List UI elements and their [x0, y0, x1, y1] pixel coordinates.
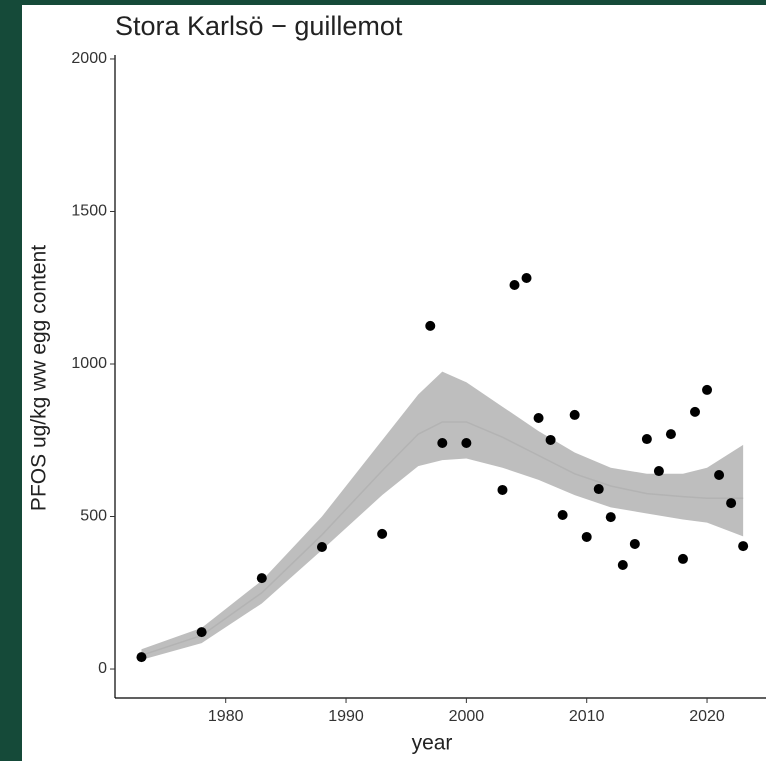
x-tick-label: 1990	[328, 708, 364, 725]
data-point	[569, 409, 580, 420]
y-tick-label: 500	[80, 508, 107, 525]
data-point	[196, 627, 207, 638]
data-point	[714, 470, 725, 481]
data-point	[726, 498, 737, 509]
data-point	[629, 538, 640, 549]
data-point	[316, 542, 327, 553]
y-tick-label: 1500	[71, 203, 107, 220]
y-axis-title: PFOS ug/kg ww egg content	[28, 245, 51, 511]
data-point	[690, 406, 701, 417]
data-point	[533, 412, 544, 423]
fit-line	[141, 421, 744, 657]
data-point	[256, 573, 267, 584]
y-tick-label: 2000	[71, 50, 107, 67]
data-point	[702, 384, 713, 395]
x-axis-title: year	[412, 732, 453, 755]
plot-background	[22, 5, 766, 761]
data-point	[653, 466, 664, 477]
data-point	[437, 437, 448, 448]
data-point	[617, 560, 628, 571]
data-point	[509, 279, 520, 290]
data-point	[377, 528, 388, 539]
y-tick-label: 1000	[71, 355, 107, 372]
x-tick-label: 1980	[208, 708, 244, 725]
data-point	[581, 531, 592, 542]
data-point	[665, 429, 676, 440]
data-point	[557, 509, 568, 520]
data-point	[593, 484, 604, 495]
y-tick-label: 0	[98, 660, 107, 677]
chart-title: Stora Karlsö − guillemot	[115, 11, 403, 41]
data-point	[677, 553, 688, 564]
data-point	[425, 320, 436, 331]
x-tick-label: 2020	[689, 708, 725, 725]
data-point	[521, 272, 532, 283]
data-point	[136, 652, 147, 663]
data-point	[738, 541, 749, 552]
x-tick-label: 2010	[569, 708, 605, 725]
data-point	[497, 484, 508, 495]
data-point	[641, 434, 652, 445]
data-point	[545, 434, 556, 445]
x-tick-label: 2000	[449, 708, 485, 725]
data-point	[461, 437, 472, 448]
data-point	[605, 512, 616, 523]
